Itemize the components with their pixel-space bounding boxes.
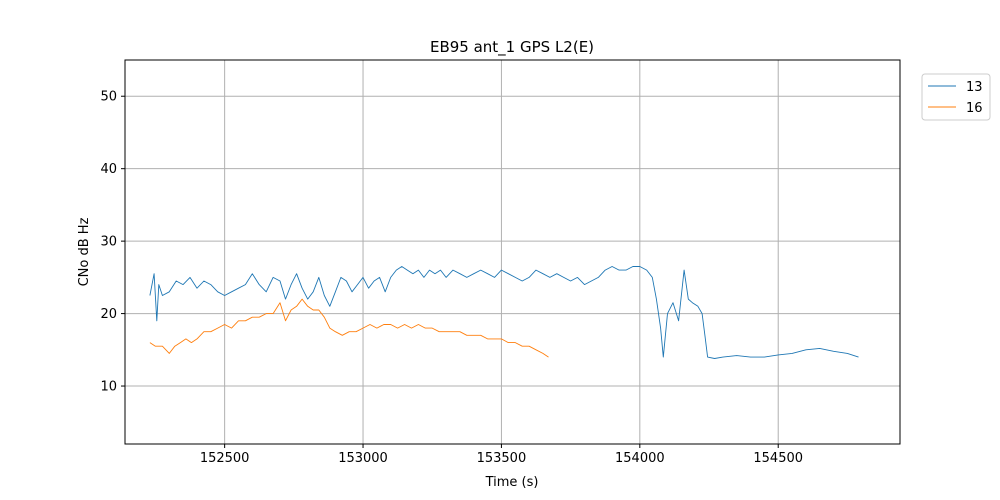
x-tick-label: 154500 — [753, 451, 803, 466]
y-tick-label: 50 — [100, 90, 117, 105]
legend-label-13: 13 — [966, 80, 983, 95]
grid-lines — [125, 60, 900, 444]
series-line-16 — [149, 298, 549, 358]
y-axis-ticks: 10 20 30 40 50 — [100, 90, 125, 395]
x-tick-label: 153500 — [477, 451, 527, 466]
y-axis-label: CNo dB Hz — [77, 217, 92, 286]
x-axis-ticks: 152500 153000 153500 154000 154500 — [200, 444, 803, 466]
plot-area — [149, 266, 859, 359]
chart-title: EB95 ant_1 GPS L2(E) — [430, 38, 594, 57]
x-tick-label: 152500 — [200, 451, 250, 466]
axes-frame — [124, 59, 901, 445]
x-axis-label: Time (s) — [485, 475, 539, 490]
y-tick-label: 40 — [100, 162, 117, 177]
y-tick-label: 10 — [100, 380, 117, 395]
legend-label-16: 16 — [966, 101, 983, 116]
x-tick-label: 154000 — [615, 451, 665, 466]
y-tick-label: 20 — [100, 307, 117, 322]
x-tick-label: 153000 — [338, 451, 388, 466]
series-line-13 — [149, 266, 859, 359]
y-tick-label: 30 — [100, 235, 117, 250]
